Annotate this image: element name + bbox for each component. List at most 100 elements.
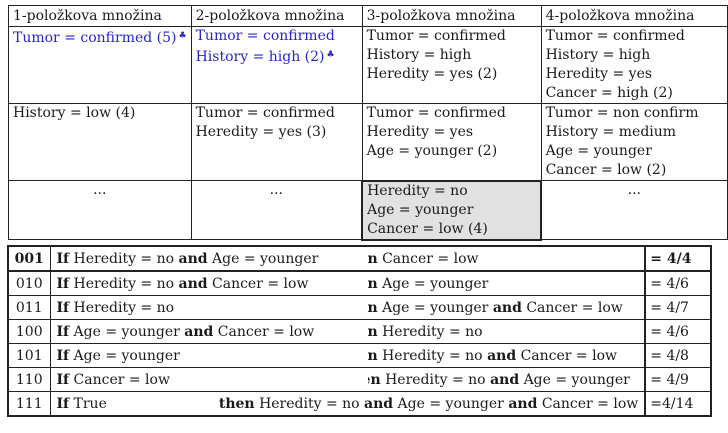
itemset-line: History = medium [545,124,677,140]
itemset-line: History = high [366,47,472,63]
rule-antecedent: If Heredity = no [50,295,333,320]
rule-antecedent: If Heredity = no and Cancer = low [50,271,333,296]
rule-antecedent: If Cancer = low [50,367,333,392]
if-keyword: If [56,275,70,292]
rule-spacer [332,295,368,320]
and-keyword: and [492,299,522,316]
rule-spacer [332,319,368,344]
condition-text: True [73,395,107,412]
rule-row: 101 If Age = younger then Heredity = no … [8,343,712,368]
if-keyword: If [56,250,70,267]
and-keyword: and [508,395,538,412]
if-keyword: If [56,347,70,364]
consequent-text: Cancer = low [520,347,617,364]
itemsets-header-row: 1-položkova množina 2-položkova množina … [8,5,728,27]
itemset-line: Cancer = low (4) [367,220,488,237]
header-4-itemset: 4-položkova množina [540,5,728,27]
rule-antecedent: If Age = younger and Cancer = low [50,319,333,344]
itemset-line: History = low (4) [13,105,136,121]
rule-antecedent: If Heredity = no and Age = younger [50,246,333,272]
consequent-text: Heredity = no [382,347,483,364]
cell-r3-c1-ellipsis: ... [8,180,192,240]
itemsets-row: ... ... Heredity = no Age = younger Canc… [8,179,728,241]
itemset-line: Tumor = confirmed [195,105,335,121]
rule-confidence: = 4/8 [644,343,712,368]
itemset-line: Age = younger (2) [366,143,498,159]
rule-confidence: = 4/6 [644,319,712,344]
and-keyword: and [178,250,208,267]
cell-r2-c3: Tumor = confirmed Heredity = yes Age = y… [361,103,542,181]
condition-text: Age = younger [73,323,180,340]
and-keyword: and [364,395,394,412]
and-keyword: and [487,347,517,364]
consequent-text: Heredity = no [385,371,486,388]
rule-row: 010 If Heredity = no and Cancer = low th… [8,271,712,296]
itemset-line: Tumor = confirmed (5) [13,30,177,46]
condition-text: Age = younger [73,347,180,364]
consequent-text: Heredity = no [382,323,483,340]
if-keyword: If [56,299,70,316]
and-keyword: and [178,275,208,292]
then-keyword: then [218,395,255,412]
consequent-text: Age = younger [523,371,630,388]
header-3-itemset: 3-položkova množina [361,5,542,27]
condition-text: Heredity = no [73,250,175,267]
rule-confidence: = 4/9 [644,367,712,392]
rule-row: 011 If Heredity = no then Age = younger … [8,295,712,320]
and-keyword: and [184,323,214,340]
condition-text: Age = younger [212,250,319,267]
then-keyword: then [368,371,381,388]
itemset-line: Heredity = yes (3) [195,124,327,140]
rule-consequent: then Heredity = no and Cancer = low [367,343,646,368]
consequent-text: Age = younger [397,395,504,412]
then-keyword: then [367,323,378,340]
itemset-line: Tumor = confirmed [545,28,685,44]
rule-full: If True then Heredity = no and Age = youn… [50,391,646,417]
itemset-line: Tumor = non confirm [545,105,699,121]
itemset-line: Cancer = high (2) [545,85,673,101]
header-2-itemset: 2-položkova množina [190,5,363,27]
rule-row: 100 If Age = younger and Cancer = low th… [8,319,712,344]
rule-code: 100 [8,319,51,344]
and-keyword: and [490,371,520,388]
consequent-text: Age = younger [382,299,489,316]
itemset-line: Age = younger [545,143,652,159]
condition-text: Heredity = no [73,299,175,316]
club-marker-icon: ♣ [178,31,187,41]
cell-r3-c3-highlighted: Heredity = no Age = younger Cancer = low… [361,179,543,241]
itemset-line: History = high [545,47,651,63]
then-keyword: then [367,299,378,316]
rule-code: 111 [8,391,51,417]
itemset-line: Heredity = yes [545,66,653,82]
if-keyword: If [56,371,70,388]
rule-row: 111 If True then Heredity = no and Age = … [8,391,712,417]
header-1-itemset: 1-položkova množina [8,5,192,27]
condition-text: Cancer = low [212,275,309,292]
cell-r1-c3: Tumor = confirmed History = high Heredit… [361,26,542,104]
condition-text: Heredity = no [73,275,175,292]
cell-r1-c2: Tumor = confirmed History = high (2) ♣ [190,26,363,104]
if-keyword: If [56,395,70,412]
itemset-line: History = high (2) [195,49,325,65]
consequent-text: Cancer = low [382,250,479,267]
consequent-text: Heredity = no [259,395,360,412]
cell-r2-c1: History = low (4) [8,103,192,181]
itemsets-table: 1-položkova množina 2-položkova množina … [8,5,728,241]
itemset-line: Heredity = no [367,182,468,199]
rule-spacer [332,367,368,392]
itemset-line: Tumor = confirmed [366,28,506,44]
rules-table: 001 If Heredity = no and Age = younger t… [7,245,713,417]
then-keyword: then [367,250,378,267]
cell-r2-c2: Tumor = confirmed Heredity = yes (3) [190,103,363,181]
rule-consequent: then Cancer = low [367,246,646,272]
rule-code: 110 [8,367,51,392]
cell-r3-c2-ellipsis: ... [190,180,363,240]
itemset-line: Heredity = yes (2) [366,66,498,82]
cell-r2-c4: Tumor = non confirm History = medium Age… [540,103,728,181]
rule-consequent: then Age = younger and Cancer = low [367,295,646,320]
rule-antecedent: If Age = younger [50,343,333,368]
rule-spacer [332,246,368,272]
itemset-line: Tumor = confirmed [195,28,335,44]
cell-r1-c1: Tumor = confirmed (5) ♣ [8,26,192,104]
rule-code: 011 [8,295,51,320]
